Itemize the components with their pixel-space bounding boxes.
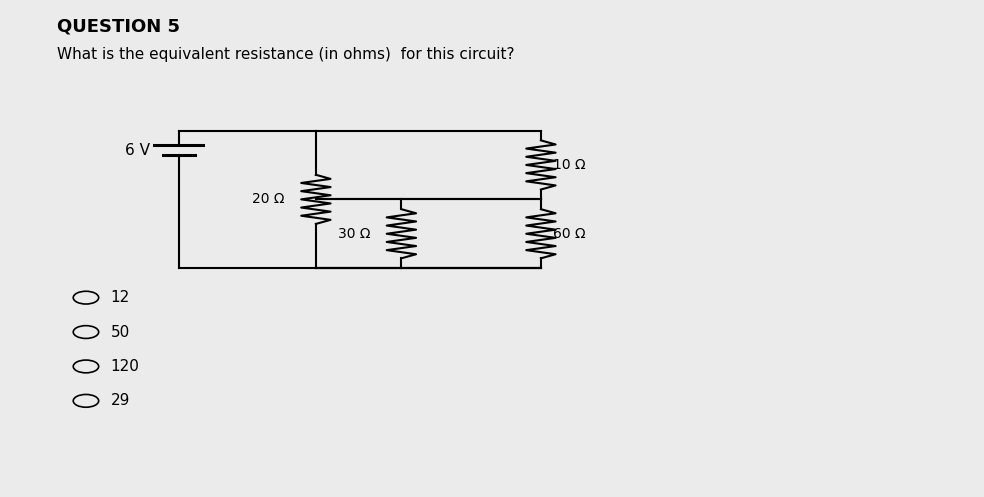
Text: 29: 29 [110,393,130,409]
Text: 50: 50 [110,325,130,339]
Text: 60 Ω: 60 Ω [553,227,585,241]
Text: What is the equivalent resistance (in ohms)  for this circuit?: What is the equivalent resistance (in oh… [57,47,514,62]
Text: 30 Ω: 30 Ω [338,227,370,241]
Text: 20 Ω: 20 Ω [252,192,284,206]
Text: 6 V: 6 V [125,143,150,158]
Text: 12: 12 [110,290,130,305]
Text: QUESTION 5: QUESTION 5 [57,17,180,35]
Text: 10 Ω: 10 Ω [553,158,585,172]
Text: 120: 120 [110,359,140,374]
